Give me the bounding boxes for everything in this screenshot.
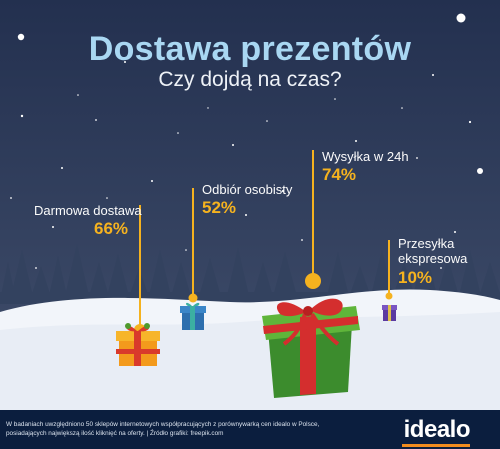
gift-blue	[180, 302, 206, 330]
page-subtitle: Czy dojdą na czas?	[158, 68, 342, 91]
gift-orange	[116, 323, 160, 366]
footer-note-line1: W badaniach uwzględniono 50 sklepów inte…	[6, 421, 320, 428]
value-wysylka-24h: 74%	[322, 165, 357, 184]
idealo-logo: idealo	[403, 416, 471, 443]
footer-bar: W badaniach uwzględniono 50 sklepów inte…	[0, 410, 500, 449]
stars	[10, 13, 483, 269]
label-wysylka-24h: Wysyłka w 24h	[322, 149, 409, 164]
label-przesylka-ekspresowa-line2: ekspresowa	[398, 251, 468, 266]
value-przesylka-ekspresowa: 10%	[398, 268, 433, 287]
page-title: Dostawa prezentów	[88, 30, 412, 68]
value-odbior-osobisty: 52%	[202, 198, 237, 217]
label-odbior-osobisty: Odbiór osobisty	[202, 182, 293, 197]
gift-green	[262, 298, 360, 398]
footer-note-line2: posiadających największą ilość kliknięć …	[6, 430, 224, 437]
label-darmowa-dostawa: Darmowa dostawa	[34, 203, 142, 218]
value-darmowa-dostawa: 66%	[94, 219, 129, 238]
label-przesylka-ekspresowa-line1: Przesyłka	[398, 236, 455, 251]
footer-note: W badaniach uwzględniono 50 sklepów inte…	[6, 420, 386, 438]
value-stems	[134, 150, 393, 336]
logo-underline	[402, 444, 470, 447]
gift-purple	[382, 305, 397, 321]
